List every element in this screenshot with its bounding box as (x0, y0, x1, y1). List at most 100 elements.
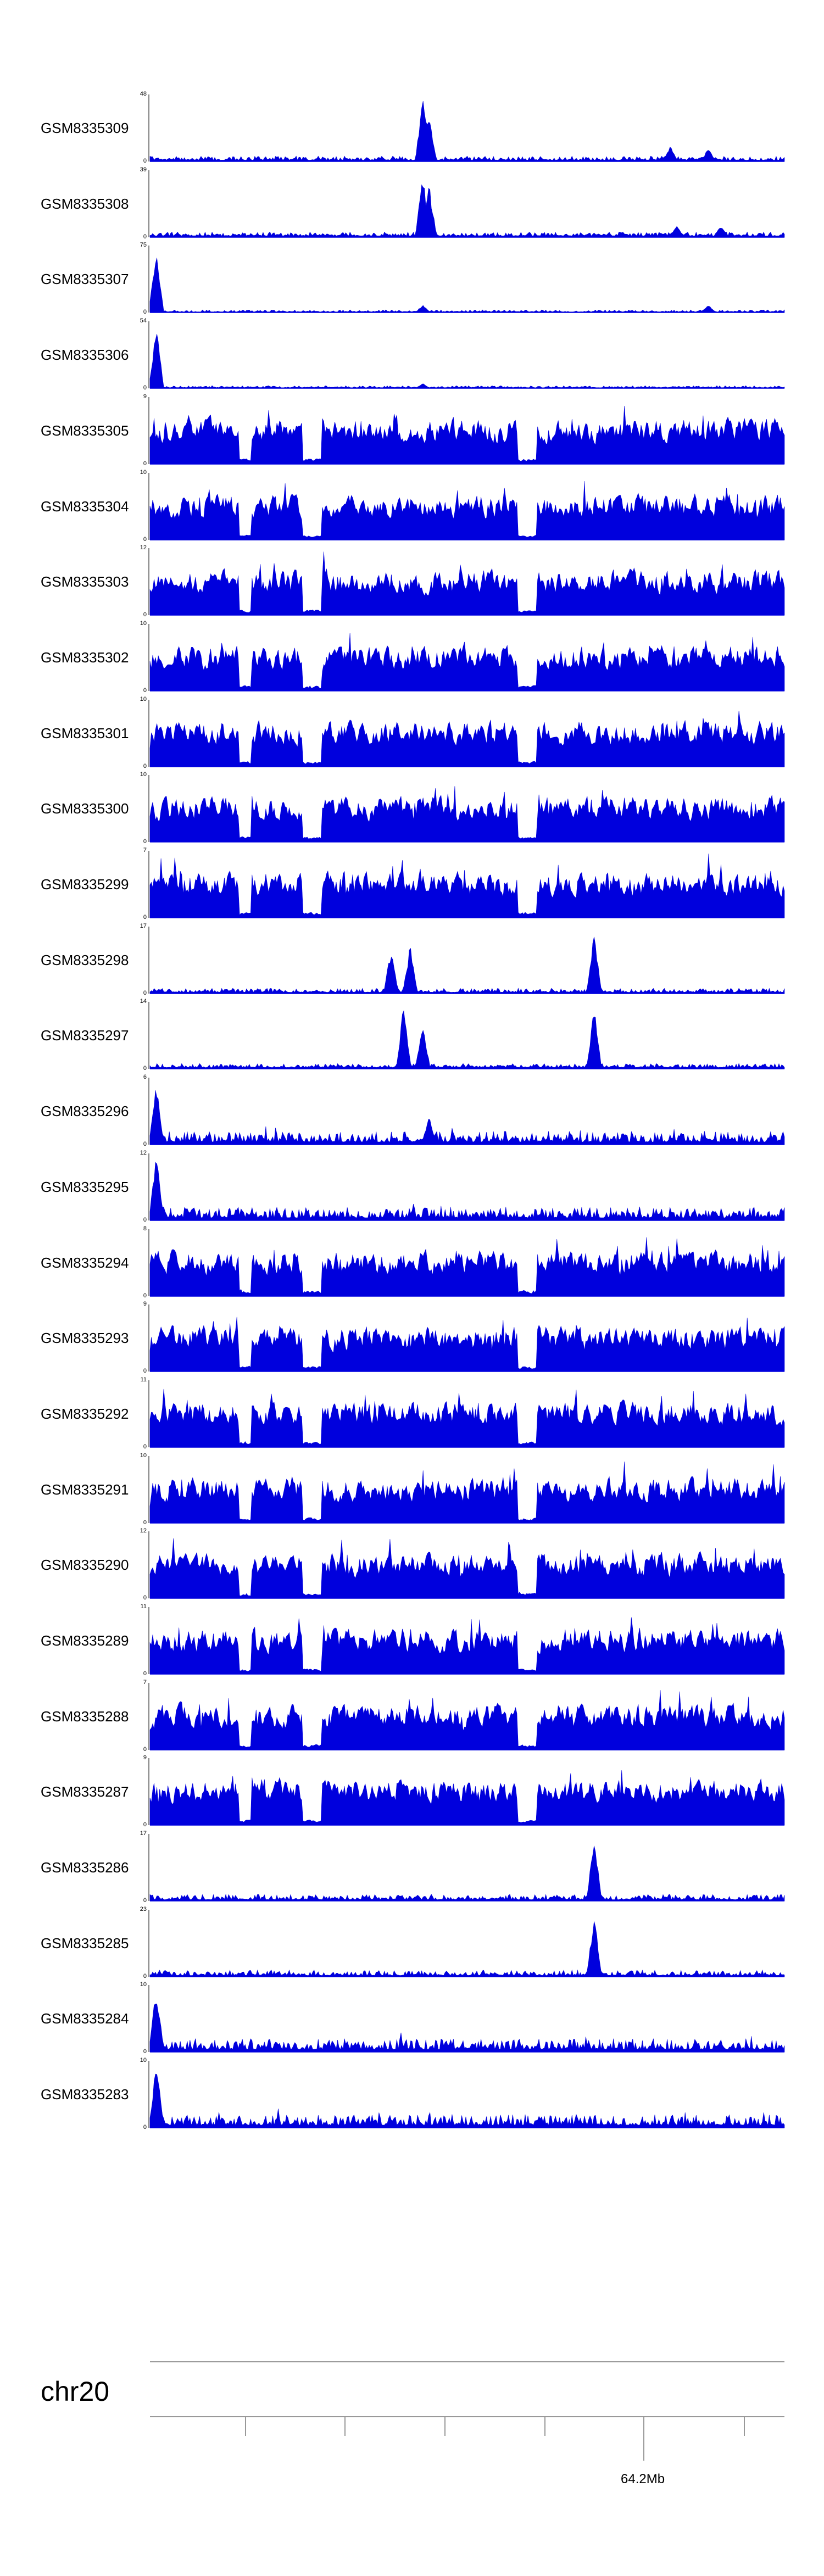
coverage-area (149, 2073, 785, 2128)
track-ymin-label: 0 (143, 2048, 147, 2055)
track-label: GSM8335291 (41, 1481, 129, 1498)
track-ymin-label: 0 (143, 536, 147, 543)
coverage-area (149, 1317, 785, 1372)
coverage-area (149, 101, 785, 162)
coverage-track (148, 624, 785, 692)
track-ymin-label: 0 (143, 1897, 147, 1904)
coverage-area (149, 1845, 785, 1902)
coverage-track (148, 1758, 785, 1826)
track-label: GSM8335286 (41, 1859, 129, 1876)
track-label: GSM8335297 (41, 1027, 129, 1044)
track-ymin-label: 0 (143, 763, 147, 770)
axis-tick-label: 64.2Mb (621, 2472, 665, 2486)
coverage-track (148, 1834, 785, 1902)
track-ymax-label: 9 (143, 1301, 147, 1307)
track-ymax-label: 10 (140, 696, 147, 702)
track-ymax-label: 11 (140, 1603, 147, 1610)
coverage-area (149, 258, 785, 313)
coverage-track (148, 927, 785, 994)
track-ymax-label: 10 (140, 2057, 147, 2064)
track-ymax-label: 17 (140, 923, 147, 929)
coverage-track (148, 1910, 785, 1977)
track-label: GSM8335299 (41, 876, 129, 893)
track-label: GSM8335301 (41, 725, 129, 741)
track-label: GSM8335295 (41, 1179, 129, 1195)
track-ymin-label: 0 (143, 838, 147, 845)
track-label: GSM8335292 (41, 1406, 129, 1422)
track-ymax-label: 23 (140, 1906, 147, 1913)
coverage-area (149, 1770, 785, 1826)
coverage-track (148, 321, 785, 389)
track-ymax-label: 39 (140, 166, 147, 173)
track-ymax-label: 10 (140, 771, 147, 778)
coverage-area (149, 633, 785, 692)
track-ymax-label: 12 (140, 1527, 147, 1534)
track-ymin-label: 0 (143, 1141, 147, 1147)
coverage-area (149, 2003, 785, 2053)
track-ymin-label: 0 (143, 1217, 147, 1223)
track-ymin-label: 0 (143, 309, 147, 315)
coverage-track (148, 1153, 785, 1221)
coverage-track (148, 1229, 785, 1297)
coverage-area (149, 1010, 785, 1069)
track-ymax-label: 54 (140, 317, 147, 324)
coverage-track (148, 1456, 785, 1524)
track-label: GSM8335289 (41, 1632, 129, 1649)
coverage-track (148, 1985, 785, 2053)
coverage-area (149, 551, 785, 616)
track-label: GSM8335309 (41, 120, 129, 136)
track-ymax-label: 10 (140, 620, 147, 627)
coverage-track (148, 1078, 785, 1145)
coverage-track (148, 548, 785, 616)
track-ymin-label: 0 (143, 990, 147, 996)
coverage-track (148, 1607, 785, 1675)
coverage-track (148, 397, 785, 465)
track-ymin-label: 0 (143, 1443, 147, 1450)
track-ymin-label: 0 (143, 158, 147, 164)
coverage-area (149, 1237, 785, 1297)
track-ymax-label: 7 (143, 1679, 147, 1686)
coverage-area (149, 854, 785, 918)
coverage-area (149, 1162, 785, 1221)
track-ymax-label: 14 (140, 998, 147, 1005)
track-ymin-label: 0 (143, 1746, 147, 1753)
track-ymax-label: 9 (143, 1754, 147, 1761)
coverage-area (149, 1090, 785, 1145)
track-ymax-label: 9 (143, 393, 147, 400)
coverage-area (149, 184, 785, 238)
coverage-area (149, 936, 785, 994)
track-ymin-label: 0 (143, 2124, 147, 2131)
coverage-track (148, 851, 785, 918)
track-ymax-label: 12 (140, 544, 147, 551)
track-label: GSM8335284 (41, 2010, 129, 2027)
track-label: GSM8335303 (41, 573, 129, 590)
coverage-track (148, 246, 785, 313)
track-ymax-label: 11 (140, 1376, 147, 1383)
track-label: GSM8335288 (41, 1708, 129, 1725)
coverage-track (148, 94, 785, 162)
coverage-track (148, 1380, 785, 1448)
coverage-area (149, 711, 785, 767)
coverage-area (149, 481, 785, 540)
track-label: GSM8335293 (41, 1330, 129, 1346)
coverage-area (149, 786, 785, 843)
coverage-area (149, 406, 785, 465)
coverage-area (149, 1389, 785, 1448)
coverage-area (149, 1462, 785, 1524)
track-label: GSM8335285 (41, 1935, 129, 1951)
coverage-area (149, 1617, 785, 1675)
track-ymax-label: 10 (140, 1981, 147, 1988)
coverage-track (148, 170, 785, 238)
coverage-track (148, 473, 785, 540)
coverage-track (148, 1531, 785, 1599)
track-ymax-label: 10 (140, 1452, 147, 1459)
track-ymin-label: 0 (143, 914, 147, 921)
track-ymin-label: 0 (143, 233, 147, 240)
genome-axis (150, 2361, 784, 2461)
coverage-track (148, 1002, 785, 1069)
track-ymax-label: 6 (143, 1074, 147, 1080)
track-ymin-label: 0 (143, 687, 147, 694)
coverage-area (149, 334, 785, 389)
track-ymax-label: 17 (140, 1830, 147, 1837)
coverage-area (149, 1690, 785, 1750)
